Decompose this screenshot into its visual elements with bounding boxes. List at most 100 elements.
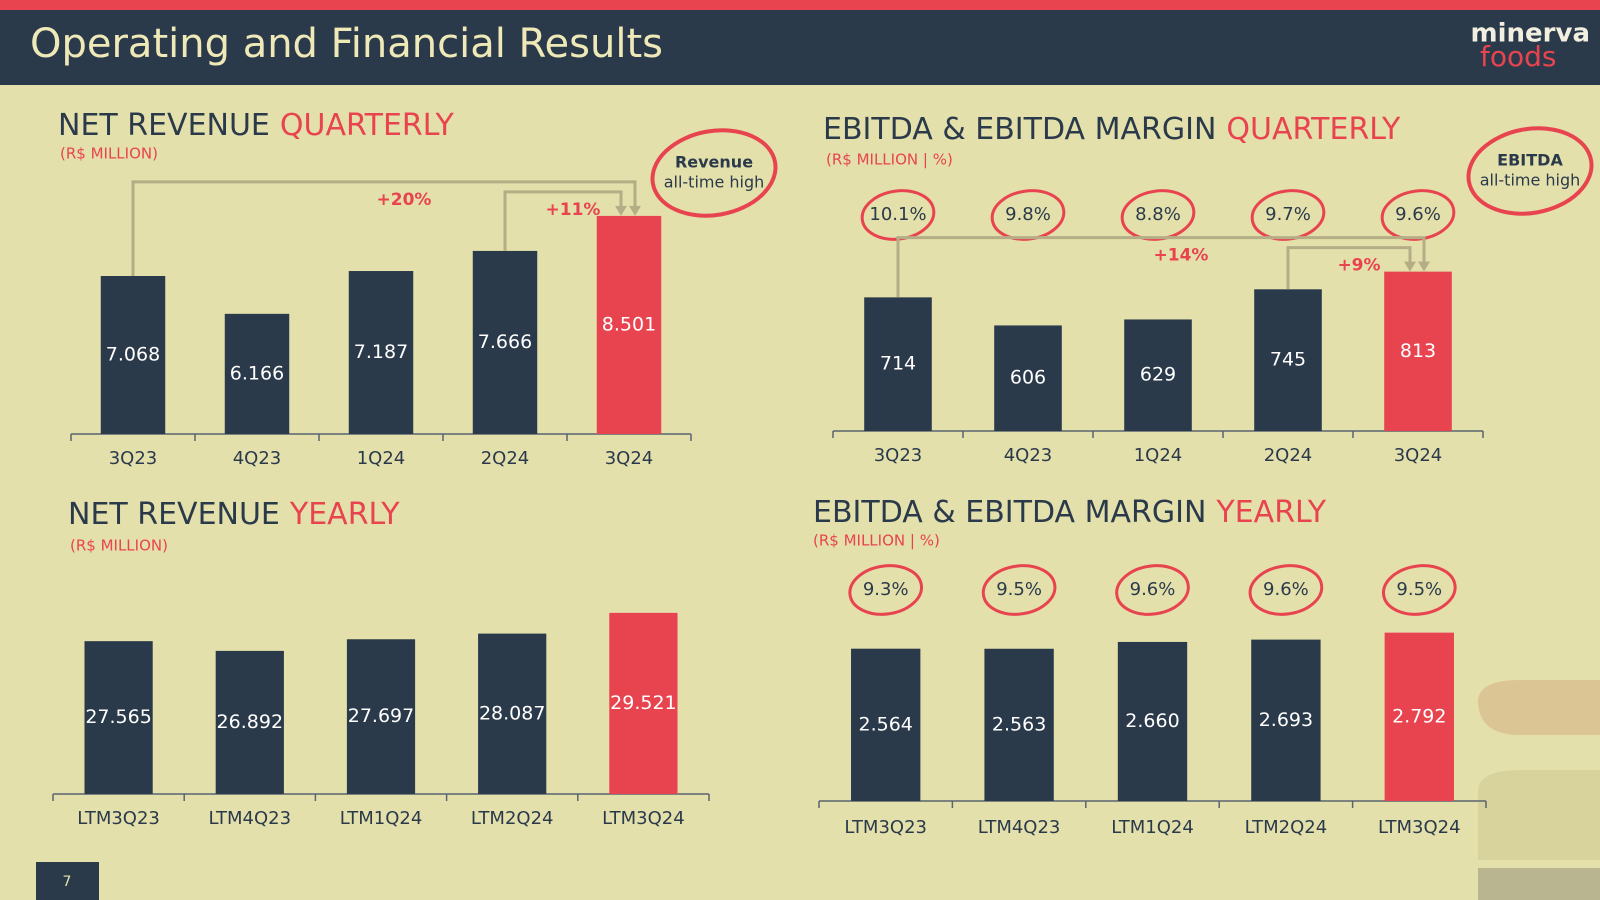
x-tick-label: LTM2Q24 (471, 808, 554, 829)
value-label: 7.187 (354, 341, 408, 363)
bar (100, 276, 166, 434)
arrow-head (1418, 261, 1430, 272)
arrow-head (615, 205, 627, 216)
callout-text: all-time high (1480, 171, 1581, 190)
x-tick-label: 4Q23 (1004, 445, 1053, 466)
growth-label: +11% (546, 200, 601, 220)
bar (864, 297, 932, 431)
value-label: 7.666 (478, 331, 532, 353)
x-tick-label: 3Q24 (605, 448, 654, 469)
callout-circle (650, 128, 778, 218)
decor-shape (1478, 680, 1600, 735)
x-tick-label: LTM4Q23 (208, 808, 291, 829)
growth-connector (1286, 246, 1412, 290)
growth-label: +14% (1154, 246, 1209, 266)
growth-connector (896, 236, 1426, 298)
chart-title-highlight: QUARTERLY (1226, 112, 1401, 147)
chart-subtitle: (R$ MILLION) (70, 537, 168, 555)
chart-title-highlight: QUARTERLY (280, 108, 455, 143)
x-tick-label: 3Q23 (874, 445, 923, 466)
value-label: 629 (1140, 364, 1176, 386)
chart-title-main: NET REVENUE (58, 108, 270, 143)
value-label: 714 (880, 353, 916, 375)
bar (472, 250, 538, 434)
chart-title: NET REVENUE YEARLY (68, 497, 400, 532)
header-bar (0, 10, 1600, 85)
bar (1124, 319, 1192, 431)
value-label: 29.521 (610, 692, 676, 714)
logo-top: minerva (1471, 19, 1590, 49)
value-label: 8.501 (602, 313, 656, 335)
margin-circle (1381, 564, 1457, 616)
arrow-head (629, 205, 641, 216)
chart-subtitle: (R$ MILLION) (60, 145, 158, 163)
x-tick-label: LTM4Q23 (978, 817, 1061, 838)
margin-label: 9.7% (1265, 204, 1311, 225)
value-label: 813 (1400, 340, 1436, 362)
bar (84, 641, 153, 794)
chart-subtitle: (R$ MILLION | %) (813, 532, 940, 550)
logo-bottom: foods (1480, 40, 1556, 73)
callout-circle (1466, 126, 1594, 216)
bar (1254, 289, 1322, 431)
growth-label: +9% (1337, 256, 1380, 276)
growth-connector (503, 190, 623, 251)
chart-title-main: EBITDA & EBITDA MARGIN (823, 112, 1216, 147)
callout-title: EBITDA (1497, 151, 1563, 170)
value-label: 28.087 (479, 702, 545, 724)
bar (348, 271, 414, 434)
margin-circle (848, 564, 924, 616)
value-label: 745 (1270, 349, 1306, 371)
header-title: Operating and Financial Results (30, 21, 663, 67)
margin-circle (1115, 564, 1190, 616)
value-label: 2.564 (858, 713, 912, 735)
bar (1251, 639, 1321, 801)
x-tick-label: 3Q24 (1394, 445, 1443, 466)
x-tick-label: 2Q24 (481, 448, 530, 469)
chart-title-highlight: YEARLY (289, 497, 400, 532)
decor-shape (1478, 868, 1600, 900)
value-label: 27.565 (85, 706, 151, 728)
chart-title-highlight: YEARLY (1215, 495, 1326, 530)
callout-text: all-time high (664, 173, 765, 192)
margin-circle (981, 564, 1057, 616)
bar (346, 639, 416, 794)
value-label: 606 (1010, 367, 1046, 389)
callout-title: Revenue (675, 153, 753, 172)
value-label: 2.563 (992, 713, 1046, 735)
chart-title: NET REVENUE QUARTERLY (58, 108, 455, 143)
margin-label: 9.5% (1396, 579, 1442, 600)
x-tick-label: 4Q23 (233, 448, 282, 469)
bar (478, 633, 547, 794)
growth-connector (131, 180, 637, 277)
value-label: 26.892 (217, 711, 283, 733)
x-tick-label: LTM3Q23 (844, 817, 927, 838)
value-label: 6.166 (230, 362, 284, 384)
x-tick-label: 3Q23 (109, 448, 158, 469)
value-label: 2.693 (1259, 709, 1313, 731)
margin-label: 9.5% (996, 579, 1042, 600)
decor-shape (1478, 770, 1600, 860)
growth-label: +20% (377, 190, 432, 210)
bar (224, 313, 290, 434)
x-tick-label: LTM1Q24 (340, 808, 423, 829)
bar (1384, 271, 1452, 431)
x-tick-label: LTM3Q23 (77, 808, 160, 829)
margin-label: 9.6% (1130, 579, 1176, 600)
margin-label: 9.6% (1395, 204, 1441, 225)
margin-label: 8.8% (1135, 204, 1181, 225)
chart-title-main: NET REVENUE (68, 497, 280, 532)
margin-label: 9.8% (1005, 204, 1051, 225)
bar (1117, 641, 1188, 801)
x-tick-label: LTM1Q24 (1111, 817, 1194, 838)
margin-label: 10.1% (869, 204, 926, 225)
value-label: 2.660 (1125, 710, 1179, 732)
bar (609, 612, 678, 794)
arrow-head (1404, 261, 1416, 272)
bar (215, 650, 284, 794)
x-tick-label: 1Q24 (1134, 445, 1183, 466)
bar (1384, 632, 1454, 801)
chart-title: EBITDA & EBITDA MARGIN QUARTERLY (823, 112, 1401, 147)
page-number: 7 (63, 874, 72, 890)
